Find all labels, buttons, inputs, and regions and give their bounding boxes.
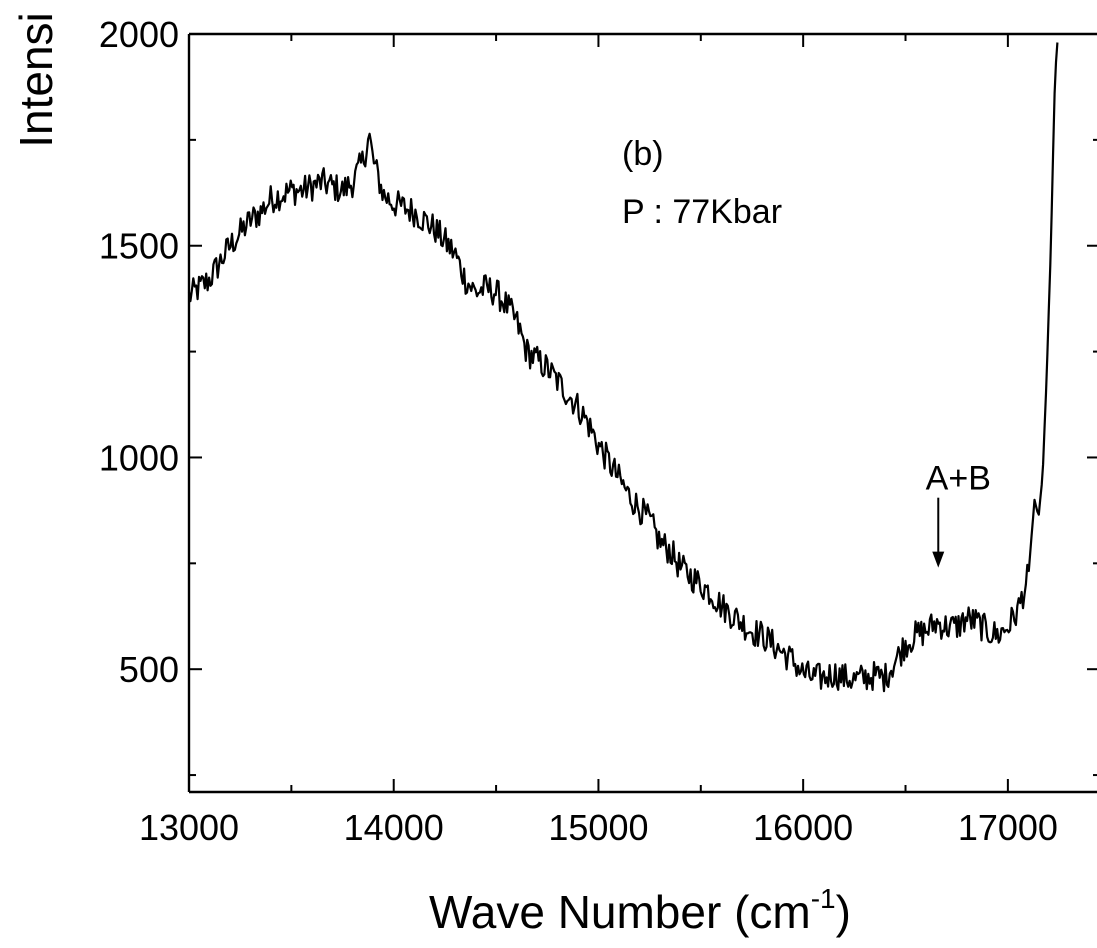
spectrum-line	[187, 42, 1059, 693]
x-tick-label: 15000	[548, 807, 648, 848]
x-tick-label: 16000	[753, 807, 853, 848]
y-tick-label: 1500	[99, 226, 179, 267]
axis-ticks	[188, 33, 1097, 792]
axis-tick-labels: 13000 14000 15000 16000 17000 500 1000 1500 2000	[99, 14, 1058, 848]
y-tick-label: 500	[119, 649, 179, 690]
annotation-arrowhead	[932, 551, 945, 568]
x-tick-label: 13000	[139, 807, 239, 848]
y-axis-title: Intensi	[10, 12, 62, 148]
x-axis-title-close: )	[836, 886, 851, 938]
x-axis-title-superscript: -1	[811, 883, 836, 914]
x-axis-title-main: Wave Number (cm	[429, 886, 811, 938]
panel-label: (b)	[622, 135, 664, 173]
pressure-label: P : 77Kbar	[622, 193, 782, 231]
x-tick-label: 14000	[344, 807, 444, 848]
y-tick-label: 2000	[99, 14, 179, 55]
y-tick-label: 1000	[99, 437, 179, 478]
x-axis-title: Wave Number (cm-1)	[429, 883, 851, 938]
plot-frame	[187, 32, 1097, 794]
x-tick-label: 17000	[958, 807, 1058, 848]
annotation-label: A+B	[926, 460, 991, 498]
